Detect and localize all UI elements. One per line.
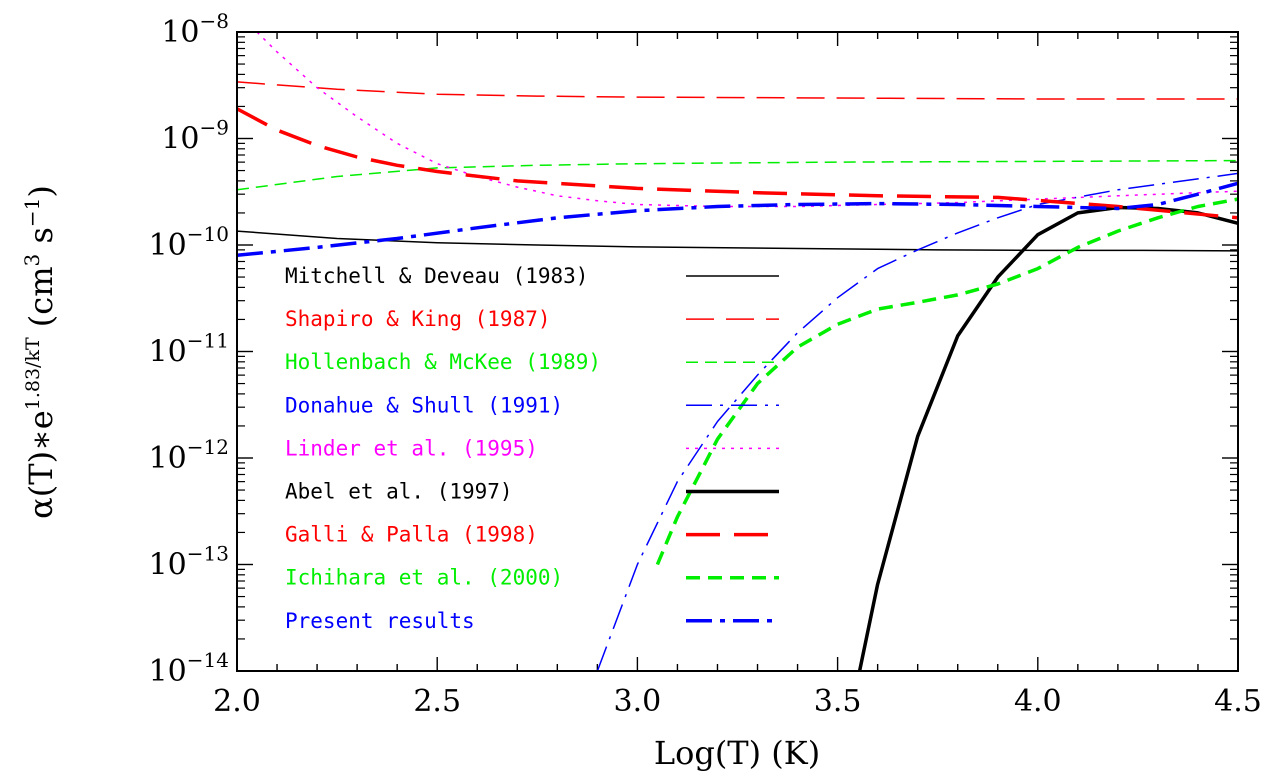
series-line-5 bbox=[256, 32, 1238, 208]
y-tick-label: 10−13 bbox=[149, 542, 229, 583]
x-tick-label: 2.5 bbox=[413, 684, 461, 719]
y-tick-label: 10−8 bbox=[161, 9, 229, 50]
legend: Mitchell & Deveau (1983) Shapiro & King (… bbox=[285, 264, 779, 633]
legend-label-6: Abel et al. (1997) bbox=[285, 480, 513, 504]
legend-label-8: Ichihara et al. (2000) bbox=[285, 566, 563, 590]
y-axis-title: α(T)∗e1.83/kT (cm3 s−1) bbox=[20, 185, 60, 519]
series-line-4 bbox=[596, 172, 1238, 671]
y-tick-label: 10−11 bbox=[149, 329, 229, 370]
y-tick-label: 10−14 bbox=[149, 648, 229, 689]
y-tick-label: 10−10 bbox=[149, 222, 229, 263]
series-line-7 bbox=[237, 107, 1238, 220]
legend-label-3: Hollenbach & McKee (1989) bbox=[285, 350, 601, 374]
legend-label-7: Galli & Palla (1998) bbox=[285, 523, 538, 547]
x-tick-label: 4.5 bbox=[1214, 684, 1262, 719]
y-tick-label: 10−12 bbox=[149, 435, 229, 476]
series-line-3 bbox=[237, 159, 1238, 191]
legend-label-5: Linder et al. (1995) bbox=[285, 436, 538, 460]
series-line-2 bbox=[237, 81, 1238, 100]
y-tick-label: 10−9 bbox=[161, 116, 229, 157]
axis-ticks bbox=[236, 31, 1239, 672]
x-tick-label: 2.0 bbox=[213, 684, 261, 719]
legend-label-4: Donahue & Shull (1991) bbox=[285, 393, 563, 417]
legend-label-9: Present results bbox=[285, 609, 475, 633]
legend-label-1: Mitchell & Deveau (1983) bbox=[285, 264, 588, 288]
legend-label-2: Shapiro & King (1987) bbox=[285, 307, 551, 331]
series-group bbox=[237, 32, 1238, 671]
x-tick-label: 3.5 bbox=[814, 684, 862, 719]
x-tick-label: 3.0 bbox=[614, 684, 662, 719]
plot-frame bbox=[236, 31, 1239, 672]
x-tick-label: 4.0 bbox=[1014, 684, 1062, 719]
series-line-8 bbox=[655, 197, 1238, 566]
series-line-9 bbox=[237, 181, 1238, 258]
series-line-6 bbox=[857, 205, 1238, 671]
x-axis-title: Log(T) (K) bbox=[654, 734, 820, 772]
